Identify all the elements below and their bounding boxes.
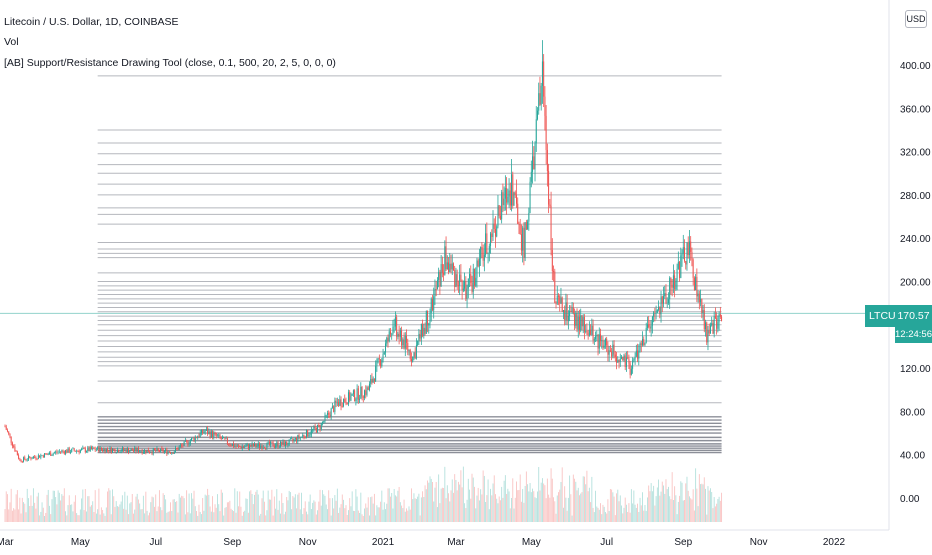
x-tick-label: Mar [447, 537, 465, 548]
y-tick-label: 280.00 [900, 191, 931, 202]
x-tick-label: May [522, 537, 541, 548]
x-tick-label: May [71, 537, 90, 548]
legend-title: Litecoin / U.S. Dollar, 1D, COINBASE [4, 16, 179, 28]
y-tick-label: 320.00 [900, 148, 931, 159]
x-tick-label: Jul [149, 537, 162, 548]
x-tick-label: Sep [223, 537, 241, 548]
x-tick-label: 2021 [372, 537, 395, 548]
currency-badge[interactable]: USD [905, 10, 927, 28]
x-tick-label: Jul [600, 537, 613, 548]
x-tick-label: Sep [674, 537, 692, 548]
legend-indicator: [AB] Support/Resistance Drawing Tool (cl… [4, 57, 336, 69]
y-tick-label: 40.00 [900, 451, 925, 462]
y-tick-label: 0.00 [900, 494, 920, 505]
x-tick-label: Mar [0, 537, 14, 548]
y-tick-label: 80.00 [900, 407, 925, 418]
x-tick-label: Nov [299, 537, 317, 548]
y-tick-label: 400.00 [900, 61, 931, 72]
bar-countdown: 12:24:56 [895, 327, 932, 343]
y-tick-label: 240.00 [900, 234, 931, 245]
y-tick-label: 200.00 [900, 278, 931, 289]
x-tick-label: Nov [750, 537, 768, 548]
x-tick-label: 2022 [823, 537, 846, 548]
last-price-value: 170.57 [895, 305, 932, 327]
legend-volume: Vol [4, 36, 19, 48]
y-tick-label: 120.00 [900, 364, 931, 375]
y-tick-label: 360.00 [900, 104, 931, 115]
